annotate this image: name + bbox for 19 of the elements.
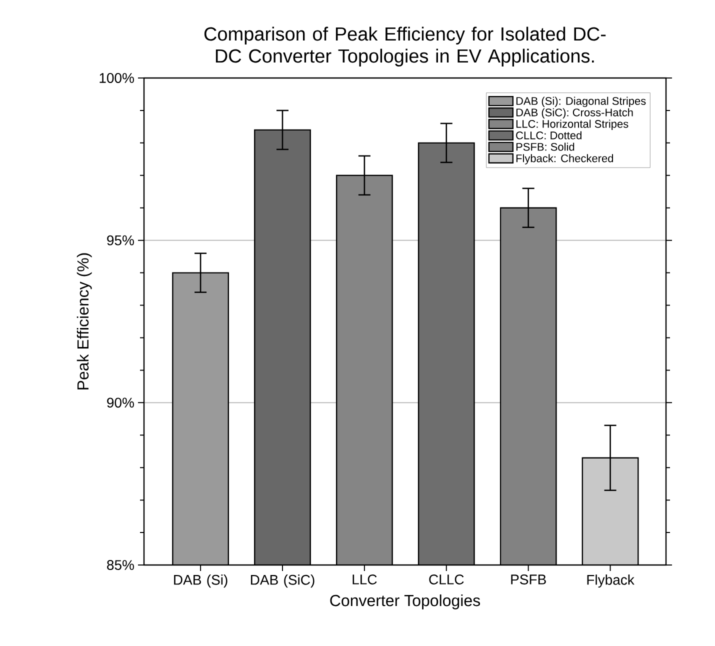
x-tick-label: DAB (SiC) (250, 574, 314, 588)
chart-title: Comparison of Peak Efficiency for Isolated DC-DC Converter Topologies in EV Applications. (204, 26, 606, 66)
x-tick-label: CLLC (429, 574, 464, 584)
legend-label: CLLC: Dotted (516, 131, 582, 140)
y-tick-label: 85% (107, 560, 134, 570)
x-tick-label: Flyback (587, 574, 634, 588)
x-tick-label: LLC (352, 574, 377, 584)
legend-label: LLC: Horizontal Stripes (516, 120, 628, 130)
legend-label: Flyback: Checkered (516, 154, 614, 164)
legend-label: DAB (SiC): Cross-Hatch (516, 108, 633, 119)
legend-label: PSFB: Solid (516, 142, 574, 151)
x-tick-label: PSFB (511, 574, 546, 584)
y-axis-title: Peak Efficiency (%) (76, 253, 92, 390)
legend-label: DAB (Si): Diagonal Stripes (516, 96, 646, 108)
x-tick-label: DAB (Si) (174, 574, 228, 588)
y-tick-label: 100% (100, 73, 134, 83)
x-axis-title: Converter Topologies (330, 594, 480, 610)
y-tick-label: 90% (107, 398, 134, 408)
y-tick-label: 95% (107, 235, 134, 246)
